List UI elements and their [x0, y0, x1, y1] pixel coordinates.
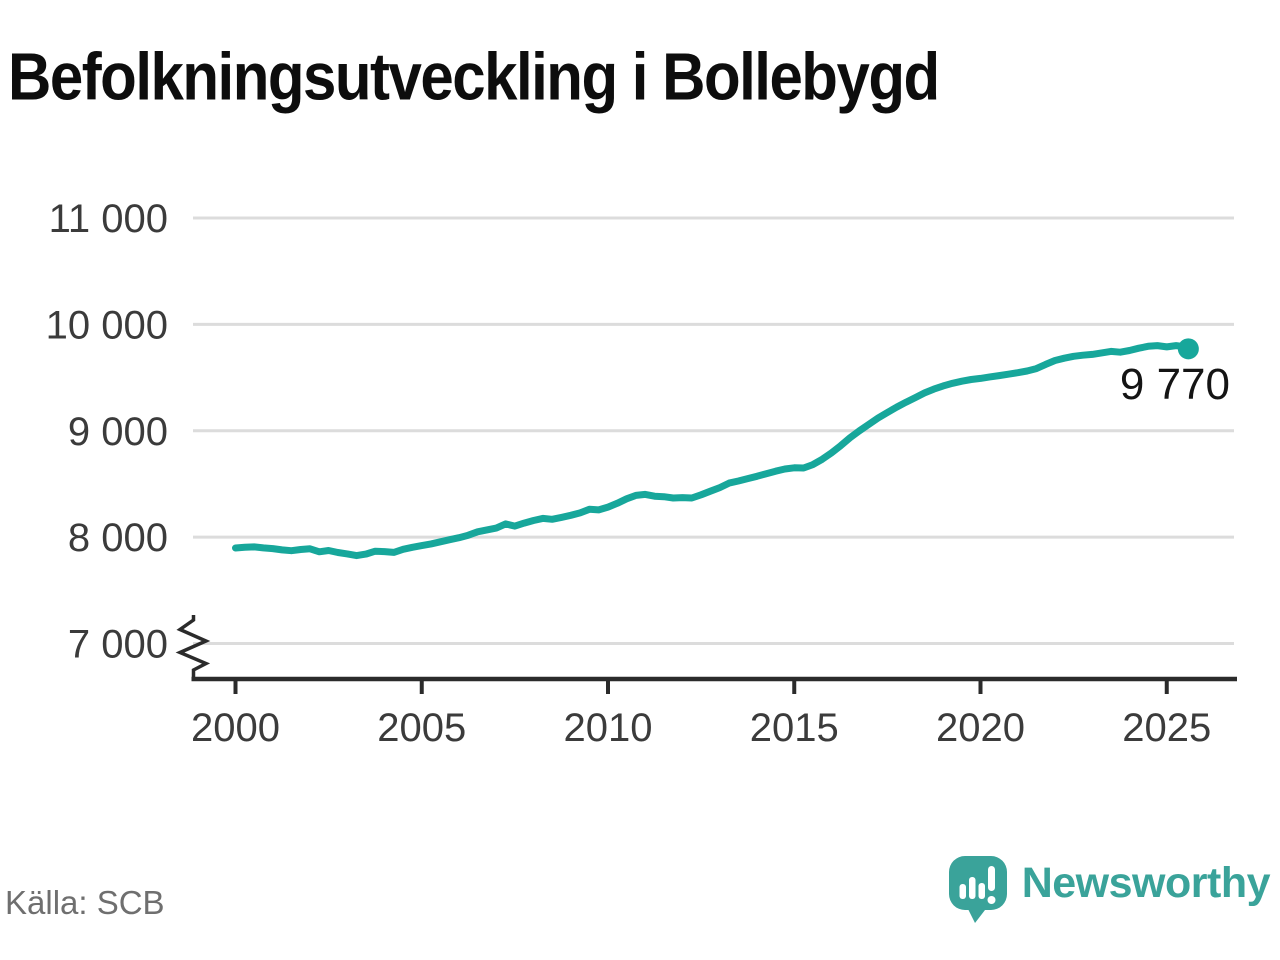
newsworthy-logo-icon [948, 856, 1007, 923]
x-tick-label: 2015 [750, 706, 839, 750]
y-tick-label: 8 000 [68, 516, 168, 560]
speech-bubble-shape [948, 856, 1007, 923]
population-series-line [232, 342, 1192, 560]
newsworthy-logo: Newsworthy [948, 856, 1271, 925]
chart-title: Befolkningsutveckling i Bollebygd [8, 39, 940, 115]
newsworthy-logo-text: Newsworthy [1021, 859, 1271, 907]
x-tick-label: 2005 [377, 706, 466, 750]
exclamation-dot-icon [987, 896, 996, 904]
source-note: Källa: SCB [5, 884, 165, 921]
x-tick-label: 2020 [936, 706, 1025, 750]
x-tick-label: 2000 [191, 706, 280, 750]
series-end-dot [1177, 338, 1199, 360]
x-tick-label: 2010 [564, 706, 653, 750]
axis-break-zigzag [175, 615, 211, 681]
y-tick-label: 11 000 [49, 197, 168, 241]
end-value-label: 9 770 [1120, 360, 1230, 409]
bar-tall-icon [968, 877, 976, 899]
x-tick-label: 2025 [1122, 706, 1211, 750]
bar-short-icon [959, 884, 966, 899]
y-tick-label: 9 000 [68, 410, 168, 454]
y-tick-label: 10 000 [46, 303, 168, 347]
exclamation-stem-icon [987, 866, 995, 891]
y-tick-label: 7 000 [68, 623, 168, 667]
bar-medium-icon [978, 883, 985, 899]
